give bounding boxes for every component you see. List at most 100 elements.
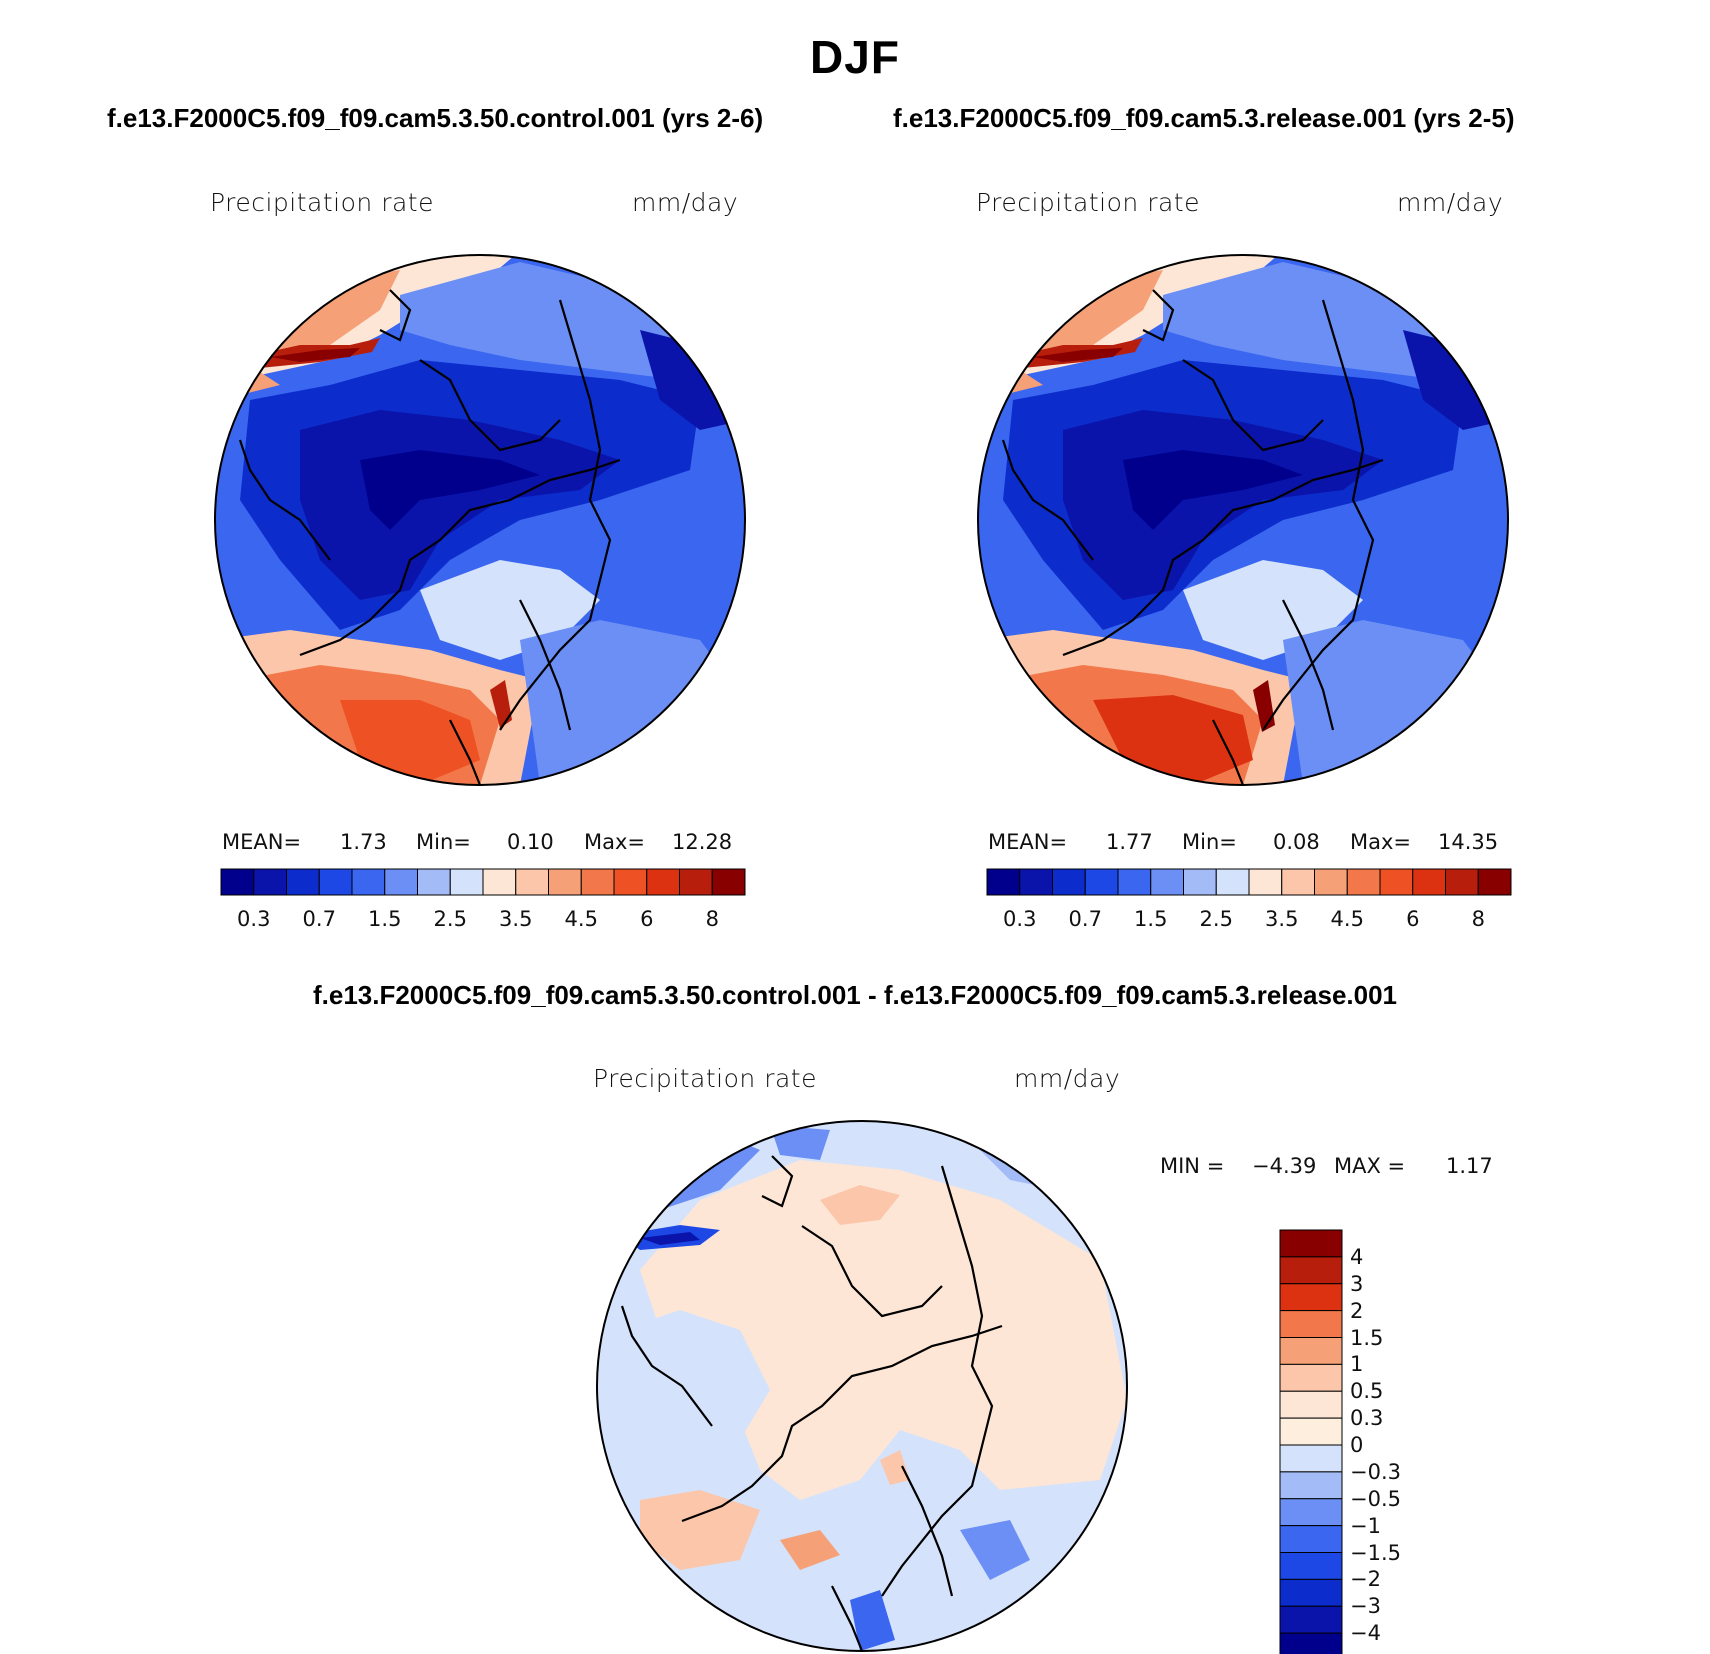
panel2-units-label: mm/day	[1397, 188, 1504, 217]
panel1-colorbar-box	[580, 868, 615, 896]
panel3-colorbar-box	[1279, 1310, 1343, 1338]
panel3-colorbar-box	[1279, 1471, 1343, 1500]
panel1-colorbar-box	[679, 868, 713, 896]
panel2-min-label: Min=	[1182, 830, 1237, 854]
panel1-tick-label: 6	[640, 907, 654, 931]
panel3-tick-label: −1.5	[1350, 1540, 1401, 1565]
panel3-max-label: MAX =	[1334, 1154, 1406, 1178]
panel3-coast	[620, 1155, 1003, 1651]
panel1-colorbar-box	[646, 868, 680, 896]
panel2-colorbar-box	[1379, 868, 1414, 896]
panel3-tick-label: 1	[1350, 1352, 1364, 1377]
panel3-colorbar-box	[1279, 1256, 1343, 1285]
panel2-tick-label: 0.3	[1003, 907, 1037, 931]
panel2-colorbar-box	[1019, 868, 1053, 896]
panel3-min-value: −4.39	[1252, 1154, 1317, 1178]
panel3-colorbar	[1279, 1229, 1343, 1654]
panel1-units-label: mm/day	[632, 188, 739, 217]
panel1-colorbar-box	[613, 868, 648, 896]
panel1-colorbar-box	[220, 868, 255, 896]
panel3-tick-label: 2	[1350, 1298, 1364, 1323]
panel2-tick-label: 1.5	[1134, 907, 1168, 931]
panel3-tick-label: 1.5	[1350, 1325, 1384, 1350]
panel3-units-label: mm/day	[1014, 1064, 1121, 1093]
panel2-colorbar-box	[1052, 868, 1086, 896]
panel2-mean-value: 1.77	[1106, 830, 1153, 854]
panel3-colorbar-box	[1279, 1444, 1343, 1473]
panel1-pacific-core-dark	[270, 348, 360, 362]
panel3-tick-label: −0.5	[1350, 1486, 1401, 1511]
panel1-colorbar-box	[515, 868, 549, 896]
panel1-colorbar-box	[318, 868, 353, 896]
panel3-colorbar-box	[1279, 1417, 1343, 1446]
panel3-colorbar-box	[1279, 1390, 1343, 1419]
panel2-colorbar-box	[1477, 868, 1512, 896]
panel2-tick-label: 4.5	[1330, 907, 1364, 931]
panel3-colorbar-box	[1279, 1552, 1343, 1580]
panel3-atlantic-positive	[640, 1490, 760, 1570]
panel1-colorbar	[220, 868, 746, 896]
panel1-tick-label: 4.5	[564, 907, 598, 931]
panel1-tick-label: 1.5	[368, 907, 402, 931]
panel3-tick-label: −3	[1350, 1594, 1381, 1619]
panel3-colorbar-box	[1279, 1283, 1343, 1312]
panel2-tick-label: 8	[1471, 907, 1485, 931]
panel3-colorbar-box	[1279, 1632, 1343, 1654]
panel3-tick-label: 0	[1350, 1433, 1364, 1457]
panel2-colorbar	[986, 868, 1512, 896]
panel3-center-pos	[880, 1450, 910, 1485]
panel3-colorbar-box	[1279, 1229, 1343, 1258]
panel3-siberia-positive	[820, 1185, 900, 1225]
panel2-colorbar-box	[1215, 868, 1250, 896]
panel3-map-border	[596, 1120, 1128, 1652]
panel3-tick-label: 0.5	[1350, 1379, 1384, 1404]
panel1-colorbar-box	[253, 868, 287, 896]
panel3-canada-negative	[620, 1310, 770, 1440]
panel2-tick-label: 0.7	[1068, 907, 1102, 931]
panel2-colorbar-box	[1445, 868, 1479, 896]
panel1-tick-label: 3.5	[499, 907, 533, 931]
panel2-colorbar-box	[986, 868, 1021, 896]
panel3-tick-label: −4	[1350, 1621, 1381, 1646]
figure-title: DJF	[810, 31, 900, 83]
panel1-min-value: 0.10	[507, 830, 554, 854]
panel3-pacific-strongest	[640, 1232, 700, 1245]
panel3-tick-label: −0.3	[1350, 1459, 1401, 1484]
case-b-title: f.e13.F2000C5.f09_f09.cam5.3.release.001…	[893, 103, 1515, 133]
panel2-colorbar-box	[1117, 868, 1152, 896]
panel2-pacific-core-dark	[1033, 348, 1123, 362]
panel1-arctic-darkest	[360, 450, 540, 530]
panel1-tick-label: 2.5	[433, 907, 467, 931]
panel1-colorbar-box	[384, 868, 418, 896]
panel3-north-blue	[770, 1125, 830, 1160]
difference-title: f.e13.F2000C5.f09_f09.cam5.3.50.control.…	[312, 980, 1398, 1010]
panel3-tick-label: 4	[1350, 1244, 1364, 1269]
panel1-mean-value: 1.73	[340, 830, 387, 854]
panel2-min-value: 0.08	[1273, 830, 1320, 854]
panel2-coast	[1001, 289, 1384, 785]
panel1-variable-label: Precipitation rate	[210, 188, 434, 217]
panel1-mean-label: MEAN=	[222, 830, 302, 854]
panel2-variable-label: Precipitation rate	[976, 188, 1200, 217]
panel1-max-value: 12.28	[672, 830, 733, 854]
panel3-min-label: MIN =	[1160, 1154, 1225, 1178]
panel1-coast	[238, 289, 621, 785]
panel1-min-label: Min=	[416, 830, 471, 854]
panel3-norway-negative	[850, 1590, 895, 1651]
panel3-tick-label: −1	[1350, 1513, 1381, 1538]
panel2-max-label: Max=	[1350, 830, 1412, 854]
panel3-map	[597, 1121, 1127, 1651]
panel1-colorbar-box	[482, 868, 517, 896]
panel1-norway-core	[490, 680, 512, 728]
panel2-tick-label: 2.5	[1199, 907, 1233, 931]
panel3-atlantic-pos2	[780, 1530, 840, 1570]
panel2-colorbar-box	[1150, 868, 1184, 896]
panel3-colorbar-box	[1279, 1337, 1343, 1365]
panel1-map	[215, 255, 745, 785]
panel2-arctic-darkest	[1123, 450, 1303, 530]
panel2-colorbar-box	[1084, 868, 1119, 896]
panel2-map	[978, 255, 1508, 785]
panel2-colorbar-box	[1346, 868, 1381, 896]
panel1-tick-label: 8	[705, 907, 719, 931]
panel2-mean-label: MEAN=	[988, 830, 1068, 854]
